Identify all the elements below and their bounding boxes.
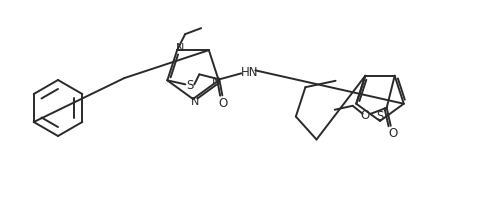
- Text: S: S: [187, 79, 194, 92]
- Text: N: N: [212, 77, 220, 87]
- Text: N: N: [176, 43, 184, 53]
- Text: O: O: [219, 97, 228, 110]
- Text: N: N: [191, 97, 199, 107]
- Text: HN: HN: [241, 66, 258, 79]
- Text: O: O: [388, 127, 397, 140]
- Text: S: S: [376, 110, 384, 122]
- Text: O: O: [360, 109, 369, 122]
